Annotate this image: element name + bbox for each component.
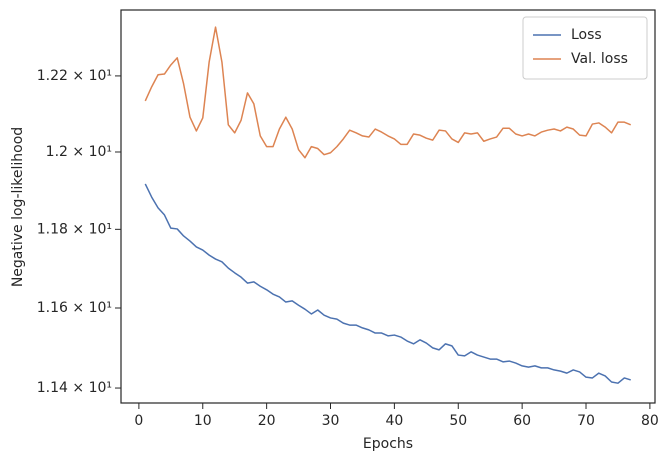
y-axis-title: Negative log-likelihood (10, 127, 26, 287)
line (144, 183, 631, 384)
y-tick-label: 1.18 × 10¹ (37, 221, 112, 237)
y-tick-label: 1.14 × 10¹ (37, 380, 112, 396)
y-tick-label: 1.22 × 10¹ (37, 68, 112, 84)
x-tick-label: 10 (194, 413, 212, 429)
x-tick-label: 70 (577, 413, 595, 429)
x-tick-label: 30 (322, 413, 340, 429)
x-axis-title: Epochs (363, 436, 413, 452)
line (144, 26, 632, 159)
x-tick-label: 40 (385, 413, 403, 429)
plot-frame (120, 9, 656, 404)
x-tick-label: 0 (134, 413, 143, 429)
legend-label: Loss (571, 27, 602, 43)
y-tick-label: 1.2 × 10¹ (46, 144, 112, 160)
legend: Loss Val. loss (522, 16, 648, 80)
x-tick-label: 80 (641, 413, 659, 429)
x-tick-label: 20 (258, 413, 276, 429)
legend-label: Val. loss (571, 51, 628, 67)
x-tick-label: 50 (449, 413, 467, 429)
legend-box (522, 16, 648, 80)
x-tick-label: 60 (513, 413, 531, 429)
y-tick-label: 1.16 × 10¹ (37, 300, 112, 316)
